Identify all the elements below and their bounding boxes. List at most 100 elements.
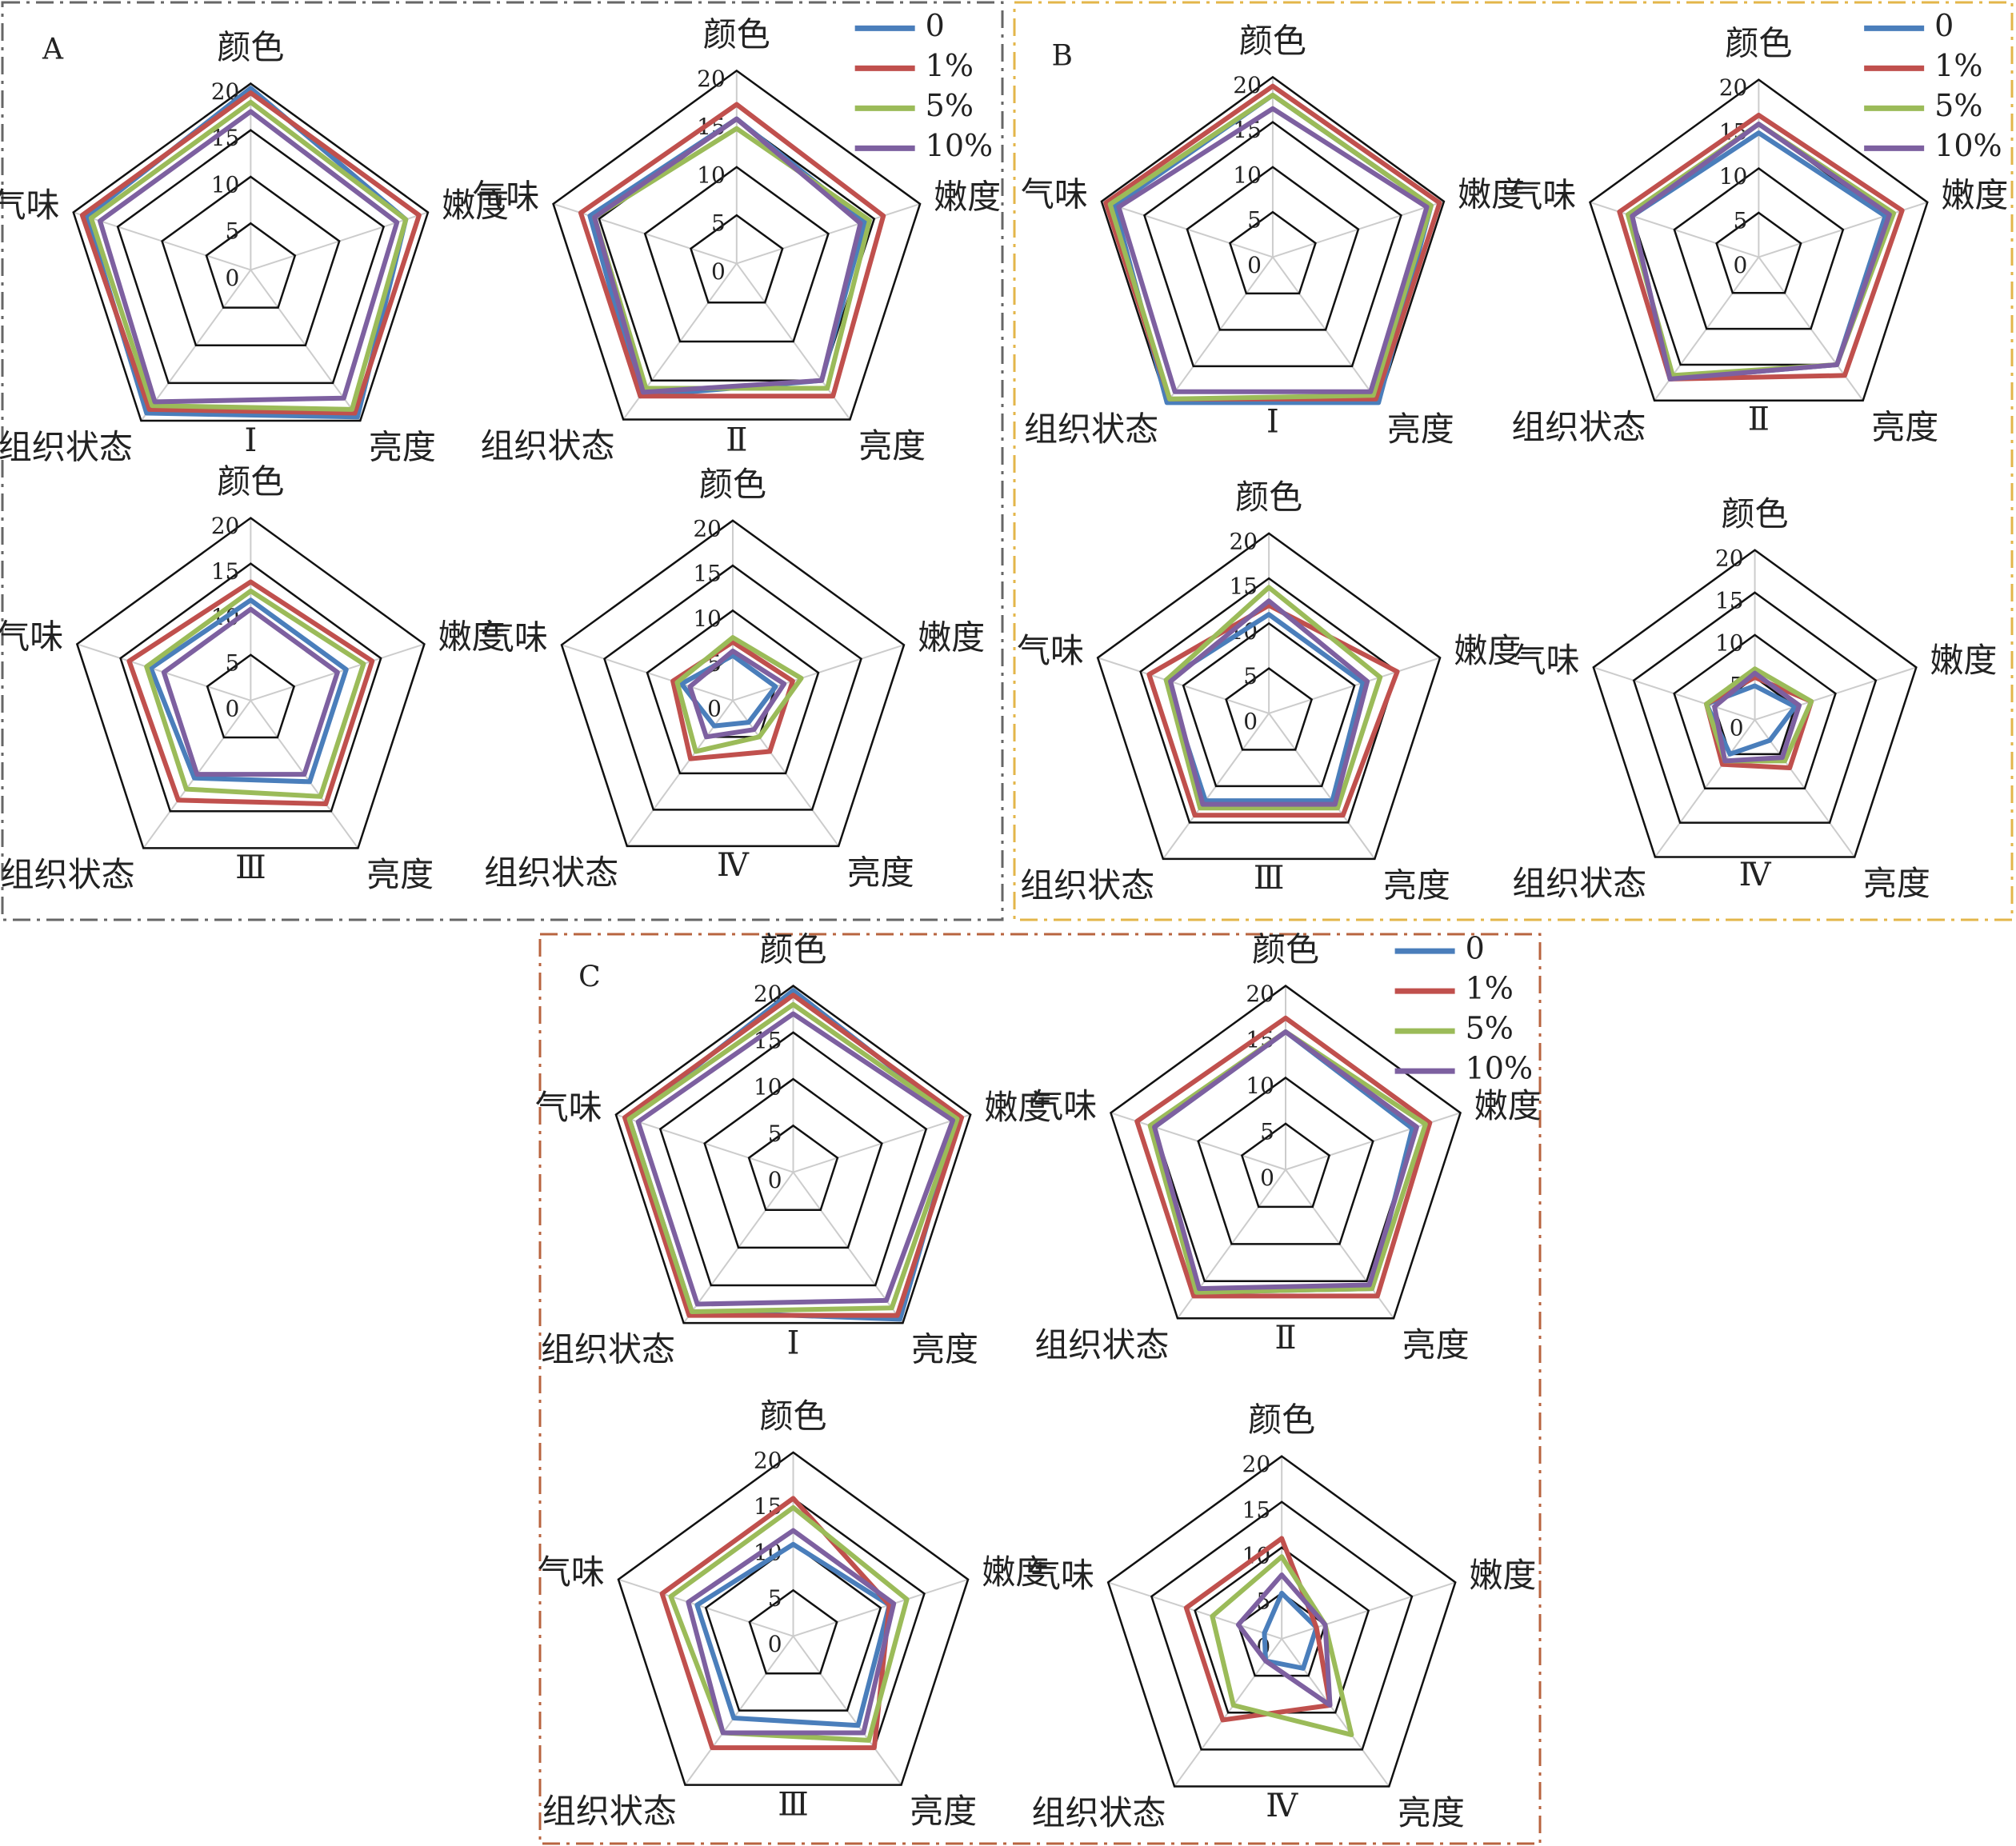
tick-label: 0 [226, 265, 240, 291]
axis-label: 亮度 [858, 426, 926, 465]
tick-label: 10 [1715, 629, 1744, 656]
axis-label: 颜色 [699, 465, 766, 504]
series-line [592, 116, 863, 395]
series-line [578, 102, 886, 399]
axis-label: 嫩度 [934, 177, 1001, 216]
grid-ring [1150, 1500, 1414, 1751]
series-line [88, 99, 409, 412]
series-line [79, 90, 422, 416]
subtitle: Ⅰ [244, 422, 257, 459]
subtitle: Ⅳ [717, 847, 750, 884]
panel-border [538, 933, 1542, 1845]
series-line [126, 579, 375, 807]
axis-label: 气味 [1021, 174, 1088, 214]
axis-label: 亮度 [911, 1330, 978, 1369]
axis-label: 嫩度 [982, 1552, 1049, 1592]
subtitle: Ⅰ [1266, 404, 1279, 441]
axis-label: 气味 [1027, 1556, 1094, 1595]
tick-label: 0 [768, 1167, 782, 1193]
panel-label: C [578, 961, 601, 994]
grid-ring [658, 1031, 928, 1287]
series-line [1262, 1590, 1319, 1671]
tick-label: 20 [1715, 545, 1744, 571]
grid-ring [119, 562, 382, 813]
series-line [161, 606, 340, 777]
axis-label: 气味 [1017, 631, 1084, 670]
grid-ring [643, 166, 830, 343]
series-line [1168, 598, 1370, 807]
subtitle: Ⅳ [1739, 857, 1772, 893]
series-line [670, 639, 795, 761]
subtitle: Ⅰ [787, 1325, 800, 1361]
grid-ring [704, 1543, 882, 1712]
tick-label: 0 [768, 1631, 782, 1657]
axis-label: 气味 [1030, 1086, 1097, 1125]
grid-ring [205, 222, 297, 309]
axis-label: 组织状态 [541, 1330, 675, 1369]
axis-label: 亮度 [366, 855, 434, 894]
grid-ring [1186, 166, 1360, 331]
series-line [1152, 1029, 1415, 1295]
series-line [687, 648, 787, 740]
tick-label: 20 [693, 515, 722, 541]
tick-label: 5 [1247, 207, 1262, 234]
legend-label: 10% [1466, 1051, 1533, 1086]
axis-label: 亮度 [1863, 864, 1930, 903]
grid-ring [617, 1451, 970, 1786]
axis-label: 组织状态 [1020, 865, 1154, 905]
axis-label: 亮度 [1383, 865, 1450, 905]
grid-ring [1673, 166, 1845, 330]
tick-label: 15 [1242, 1496, 1271, 1523]
tick-label: 10 [1719, 163, 1748, 190]
series-line [1625, 122, 1897, 378]
series-line [1235, 1572, 1333, 1708]
tick-label: 0 [1730, 714, 1744, 741]
axis-label: 气味 [1509, 175, 1576, 214]
grid-ring [748, 1588, 838, 1675]
grid-ring [1109, 985, 1462, 1320]
series-line [1183, 1536, 1333, 1723]
grid-ring [1228, 210, 1317, 295]
axis-label: 气味 [472, 177, 539, 216]
axis-label: 亮度 [910, 1792, 977, 1831]
series-line [622, 993, 965, 1318]
legend-label: 5% [926, 88, 974, 123]
axis-label: 气味 [0, 186, 60, 225]
subtitle: Ⅱ [1748, 402, 1770, 438]
axis-label: 亮度 [847, 853, 914, 892]
tick-label: 15 [693, 561, 722, 587]
series-line [1107, 92, 1434, 402]
grid-ring [1592, 549, 1918, 858]
grid-ring [560, 519, 906, 848]
axis-label: 组织状态 [481, 426, 615, 465]
tick-label: 0 [1260, 1165, 1274, 1191]
tick-label: 5 [711, 210, 726, 237]
grid-ring [1715, 211, 1802, 294]
axis-label: 颜色 [1235, 477, 1302, 517]
tick-label: 0 [711, 258, 726, 285]
axis-label: 嫩度 [1930, 641, 1997, 680]
tick-label: 5 [1734, 207, 1748, 234]
tick-label: 0 [1247, 252, 1262, 278]
tick-label: 0 [1243, 708, 1258, 734]
series-line [1152, 1029, 1419, 1292]
axis-label: 气味 [535, 1088, 602, 1127]
legend-label: 1% [1934, 48, 1982, 83]
series-line [1163, 585, 1383, 811]
axis-label: 组织状态 [1031, 1793, 1166, 1832]
grid-ring [1673, 633, 1837, 789]
tick-label: 10 [693, 605, 722, 632]
grid-ring [206, 653, 296, 739]
series-line [1116, 106, 1430, 394]
axis-label: 亮度 [1402, 1325, 1470, 1365]
legend-label: 10% [926, 128, 993, 163]
tick-label: 20 [1719, 74, 1748, 101]
axis-label: 嫩度 [1474, 1086, 1542, 1125]
grid-ring [1139, 577, 1399, 824]
axis-label: 嫩度 [438, 617, 506, 657]
grid-ring [161, 175, 341, 346]
subtitle: Ⅱ [1274, 1320, 1296, 1357]
series-line [148, 597, 349, 785]
